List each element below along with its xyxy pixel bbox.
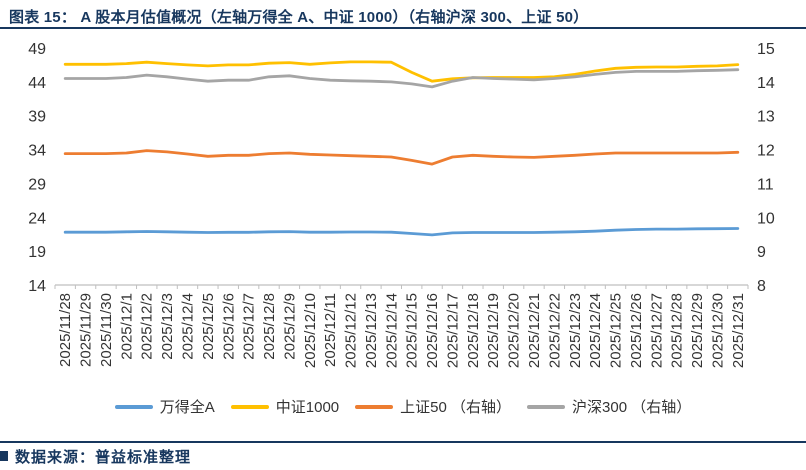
svg-text:2025/12/29: 2025/12/29 xyxy=(689,293,706,368)
legend-label: 万得全A xyxy=(159,399,215,416)
svg-text:2025/12/6: 2025/12/6 xyxy=(220,293,237,360)
svg-text:10: 10 xyxy=(757,210,775,227)
svg-text:49: 49 xyxy=(28,41,46,58)
legend-item-wind-all-a: 万得全A xyxy=(114,396,215,417)
svg-text:2025/12/23: 2025/12/23 xyxy=(567,293,584,368)
line-swatch-blue xyxy=(114,404,153,409)
chart-legend: 万得全A 中证1000 上证50 （右轴） 沪深300 （右轴） xyxy=(0,396,806,417)
svg-text:2025/12/24: 2025/12/24 xyxy=(587,293,604,368)
svg-text:12: 12 xyxy=(757,143,775,160)
svg-text:2025/12/9: 2025/12/9 xyxy=(281,293,298,360)
svg-text:2025/12/26: 2025/12/26 xyxy=(628,293,645,368)
svg-text:2025/11/29: 2025/11/29 xyxy=(78,293,95,367)
line-swatch-orange xyxy=(355,404,394,409)
svg-text:19: 19 xyxy=(28,244,46,261)
legend-item-csi1000: 中证1000 xyxy=(230,396,340,417)
svg-text:2025/12/1: 2025/12/1 xyxy=(118,293,135,360)
svg-text:2025/12/5: 2025/12/5 xyxy=(200,293,217,360)
svg-text:2025/12/19: 2025/12/19 xyxy=(485,293,502,368)
svg-text:13: 13 xyxy=(757,109,775,126)
svg-text:2025/12/3: 2025/12/3 xyxy=(159,293,176,360)
svg-text:11: 11 xyxy=(757,176,774,193)
line-swatch-yellow xyxy=(230,404,269,409)
svg-text:2025/12/30: 2025/12/30 xyxy=(709,293,726,368)
svg-text:24: 24 xyxy=(28,210,46,227)
svg-text:2025/11/30: 2025/11/30 xyxy=(98,293,115,367)
legend-label: 沪深300 （右轴） xyxy=(572,399,692,416)
svg-text:2025/12/22: 2025/12/22 xyxy=(546,293,563,368)
svg-text:9: 9 xyxy=(757,244,766,261)
svg-text:15: 15 xyxy=(757,41,775,58)
legend-label: 上证50 （右轴） xyxy=(400,399,512,416)
square-bullet-icon xyxy=(0,451,8,461)
svg-text:2025/12/10: 2025/12/10 xyxy=(302,293,319,368)
svg-text:39: 39 xyxy=(28,109,46,126)
svg-text:2025/12/11: 2025/12/11 xyxy=(322,293,339,367)
data-source: 数据来源：普益标准整理 xyxy=(15,449,192,466)
svg-text:2025/12/14: 2025/12/14 xyxy=(383,293,400,368)
footer-divider xyxy=(0,441,806,443)
figure-title: 图表 15： A 股本月估值概况（左轴万得全 A、中证 1000）（右轴沪深 3… xyxy=(9,9,589,26)
svg-text:2025/12/13: 2025/12/13 xyxy=(363,293,380,368)
svg-text:2025/12/31: 2025/12/31 xyxy=(730,293,747,368)
legend-label: 中证1000 xyxy=(275,399,340,416)
svg-text:2025/11/28: 2025/11/28 xyxy=(57,293,74,367)
svg-text:2025/12/16: 2025/12/16 xyxy=(424,293,441,368)
line-swatch-gray xyxy=(527,404,566,409)
svg-text:2025/12/7: 2025/12/7 xyxy=(241,293,258,360)
svg-text:2025/12/18: 2025/12/18 xyxy=(465,293,482,368)
svg-text:14: 14 xyxy=(28,278,46,295)
svg-text:2025/12/25: 2025/12/25 xyxy=(608,293,625,368)
svg-text:2025/12/4: 2025/12/4 xyxy=(179,293,196,360)
svg-text:2025/12/12: 2025/12/12 xyxy=(343,293,360,368)
svg-text:2025/12/20: 2025/12/20 xyxy=(506,293,523,368)
svg-text:34: 34 xyxy=(28,143,46,160)
svg-text:29: 29 xyxy=(28,176,46,193)
svg-text:8: 8 xyxy=(757,278,766,295)
svg-text:2025/12/28: 2025/12/28 xyxy=(669,293,686,368)
svg-text:44: 44 xyxy=(28,75,46,92)
svg-text:2025/12/27: 2025/12/27 xyxy=(648,293,665,368)
title-divider xyxy=(0,27,806,29)
legend-item-csi300: 沪深300 （右轴） xyxy=(527,396,691,417)
legend-item-sse50: 上证50 （右轴） xyxy=(355,396,511,417)
svg-text:14: 14 xyxy=(757,75,775,92)
svg-text:2025/12/21: 2025/12/21 xyxy=(526,293,543,368)
svg-text:2025/12/2: 2025/12/2 xyxy=(139,293,156,360)
svg-text:2025/12/8: 2025/12/8 xyxy=(261,293,278,360)
svg-text:2025/12/17: 2025/12/17 xyxy=(444,293,461,368)
svg-text:2025/12/15: 2025/12/15 xyxy=(404,293,421,368)
